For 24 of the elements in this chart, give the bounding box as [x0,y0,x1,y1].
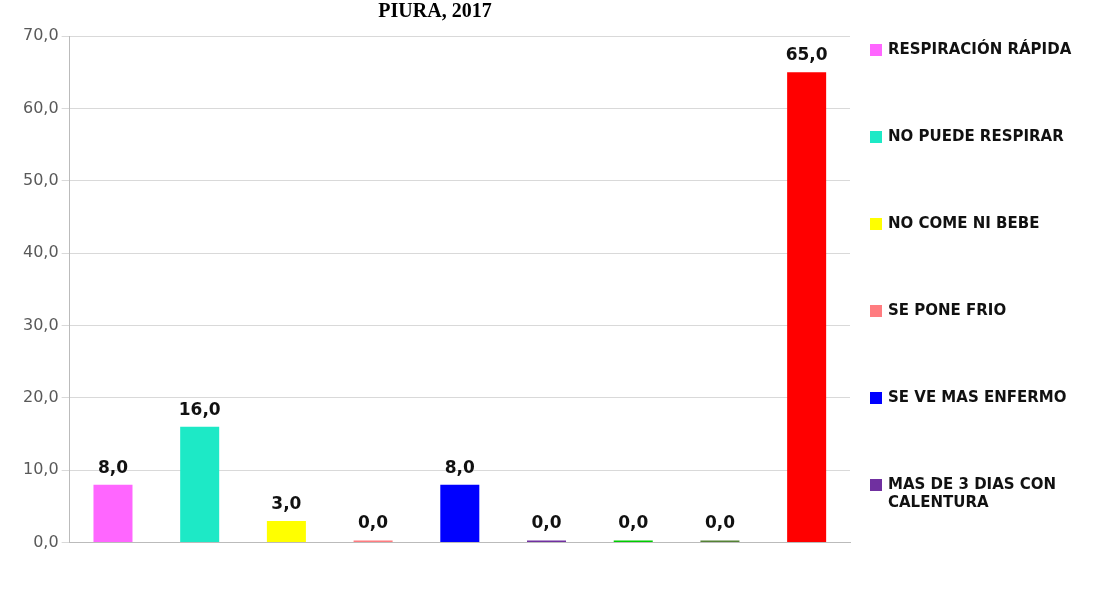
legend-label: RESPIRACIÓN RÁPIDA [888,40,1072,58]
data-label: 0,0 [704,512,736,533]
data-label: 8,0 [444,456,476,477]
y-tick-label: 50,0 [23,169,59,189]
y-tick-label: 40,0 [23,242,59,262]
data-label: 0,0 [618,512,649,533]
data-label: 0,0 [531,512,562,533]
y-tick-label: 10,0 [23,459,59,479]
data-label: 8,0 [97,456,129,477]
data-label: 0,0 [358,512,389,533]
legend-label: SE PONE FRIO [888,301,1007,319]
y-tick-label: 20,0 [23,387,59,407]
data-label: 65,0 [785,44,828,65]
legend-label: SE VE MAS ENFERMO [888,388,1067,406]
legend-label: MAS DE 3 DIAS CON CALENTURA [888,475,1058,511]
legend-label: NO COME NI BEBE [888,214,1040,232]
y-tick-label: 60,0 [23,97,59,117]
legend-label: NO PUEDE RESPIRAR [888,127,1064,145]
y-tick-label: 30,0 [23,314,59,334]
chart-title: PIURA, 2017 [378,0,492,22]
data-label: 16,0 [178,398,221,419]
y-tick-label: 70,0 [23,25,59,45]
data-label: 3,0 [271,492,302,513]
y-tick-label: 0,0 [33,531,59,551]
